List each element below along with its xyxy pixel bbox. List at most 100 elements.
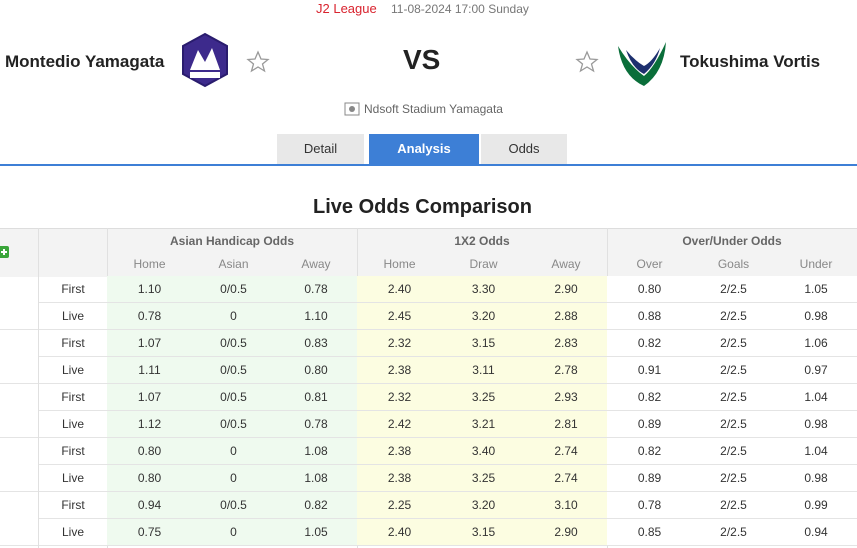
odds-cell: 0.75 — [107, 519, 192, 546]
odds-cell: 0.80 — [275, 357, 357, 384]
tab[interactable]: Odds — [481, 134, 567, 164]
odds-cell: 2.83 — [525, 330, 607, 357]
odds-cell: 0.94 — [107, 492, 192, 519]
odds-cell: 1.04 — [775, 438, 857, 465]
row-label: First — [39, 330, 107, 357]
away-team[interactable]: Tokushima Vortis — [680, 52, 821, 71]
odds-cell: 3.40 — [442, 438, 525, 465]
stadium-icon — [344, 102, 360, 116]
odds-cell: 2/2.5 — [692, 519, 775, 546]
odds-cell: 0.80 — [607, 276, 692, 303]
odds-cell: 0.78 — [275, 276, 357, 303]
column-divider — [38, 228, 39, 548]
odds-cell: 3.15 — [442, 330, 525, 357]
odds-cell: 3.20 — [442, 492, 525, 519]
bookmaker-cell — [0, 438, 38, 492]
odds-cell: 3.30 — [442, 276, 525, 303]
odds-cell: 0 — [192, 465, 275, 492]
odds-cell: 2.81 — [525, 411, 607, 438]
odds-cell: 2.38 — [357, 357, 442, 384]
odds-cell: 0.85 — [607, 519, 692, 546]
league[interactable]: J2 League — [316, 1, 377, 16]
group-header: 1X2 Odds — [454, 234, 510, 248]
odds-cell: 2.90 — [525, 519, 607, 546]
tab-active[interactable]: Analysis — [369, 134, 479, 164]
add-icon[interactable] — [0, 246, 9, 258]
odds-cell: 2/2.5 — [692, 438, 775, 465]
odds-cell: 0.94 — [775, 519, 857, 546]
odds-cell: 2/2.5 — [692, 465, 775, 492]
datetime: 11-08-2024 17:00 Sunday — [391, 2, 529, 16]
odds-cell: 0.97 — [775, 357, 857, 384]
row-label: First — [39, 438, 107, 465]
favorite-star[interactable] — [575, 50, 599, 74]
odds-cell: 0.82 — [275, 492, 357, 519]
odds-cell: 0/0.5 — [192, 276, 275, 303]
odds-cell: 3.11 — [442, 357, 525, 384]
odds-cell: 1.08 — [275, 438, 357, 465]
odds-cell: 2.88 — [525, 303, 607, 330]
odds-cell: 0.98 — [775, 465, 857, 492]
column-header: Home — [133, 257, 166, 271]
odds-cell: 0.83 — [275, 330, 357, 357]
odds-cell: 0.78 — [275, 411, 357, 438]
row-label: First — [39, 492, 107, 519]
odds-cell: 0.98 — [775, 303, 857, 330]
odds-cell: 0.78 — [607, 492, 692, 519]
odds-cell: 0.82 — [607, 384, 692, 411]
odds-cell: 2/2.5 — [692, 303, 775, 330]
odds-cell: 0.88 — [607, 303, 692, 330]
column-header: Asian Handicap — [208, 257, 259, 295]
bookmaker-cell — [0, 492, 38, 546]
column-header: Away — [301, 257, 331, 271]
column-header: Draw — [469, 257, 498, 271]
table-header — [0, 228, 857, 277]
odds-cell: 2.74 — [525, 465, 607, 492]
tab[interactable]: Detail — [277, 134, 364, 164]
odds-cell: 2/2.5 — [692, 330, 775, 357]
odds-cell: 1.07 — [107, 384, 192, 411]
odds-cell: 1.10 — [275, 303, 357, 330]
odds-cell: 1.06 — [775, 330, 857, 357]
odds-cell: 2.25 — [357, 492, 442, 519]
odds-cell: 2/2.5 — [692, 357, 775, 384]
odds-cell: 2.32 — [357, 330, 442, 357]
bookmaker-cell — [0, 276, 38, 330]
odds-cell: 1.08 — [275, 465, 357, 492]
odds-cell: 0.78 — [107, 303, 192, 330]
odds-cell: 0.82 — [607, 438, 692, 465]
odds-cell: 0.89 — [607, 465, 692, 492]
odds-cell: 1.10 — [107, 276, 192, 303]
odds-cell: 0.99 — [775, 492, 857, 519]
row-label: First — [39, 384, 107, 411]
row-label: Live — [39, 411, 107, 438]
odds-cell: 0/0.5 — [192, 357, 275, 384]
odds-cell: 1.04 — [775, 384, 857, 411]
odds-cell: 0.82 — [607, 330, 692, 357]
column-header: Under — [799, 257, 833, 271]
favorite-star[interactable] — [246, 50, 270, 74]
bookmaker-cell — [0, 330, 38, 384]
odds-cell: 2/2.5 — [692, 276, 775, 303]
column-header: Home — [383, 257, 416, 271]
row-label: Live — [39, 519, 107, 546]
odds-cell: 0/0.5 — [192, 330, 275, 357]
row-label: Live — [39, 357, 107, 384]
odds-cell: 0.98 — [775, 411, 857, 438]
bookmaker-cell — [0, 384, 38, 438]
odds-cell: 3.25 — [442, 465, 525, 492]
odds-cell: 2.40 — [357, 276, 442, 303]
column-header: Goals — [717, 257, 750, 271]
odds-cell: 2.78 — [525, 357, 607, 384]
section-title: Live Odds Comparison — [313, 196, 532, 218]
odds-cell: 3.25 — [442, 384, 525, 411]
odds-cell: 2/2.5 — [692, 492, 775, 519]
odds-cell: 0 — [192, 519, 275, 546]
odds-cell: 2.38 — [357, 438, 442, 465]
odds-cell: 2.93 — [525, 384, 607, 411]
home-team[interactable]: Montedio Yamagata — [5, 52, 165, 71]
away-logo — [618, 34, 666, 86]
odds-cell: 2.38 — [357, 465, 442, 492]
odds-cell: 1.05 — [775, 276, 857, 303]
odds-cell: 2.90 — [525, 276, 607, 303]
